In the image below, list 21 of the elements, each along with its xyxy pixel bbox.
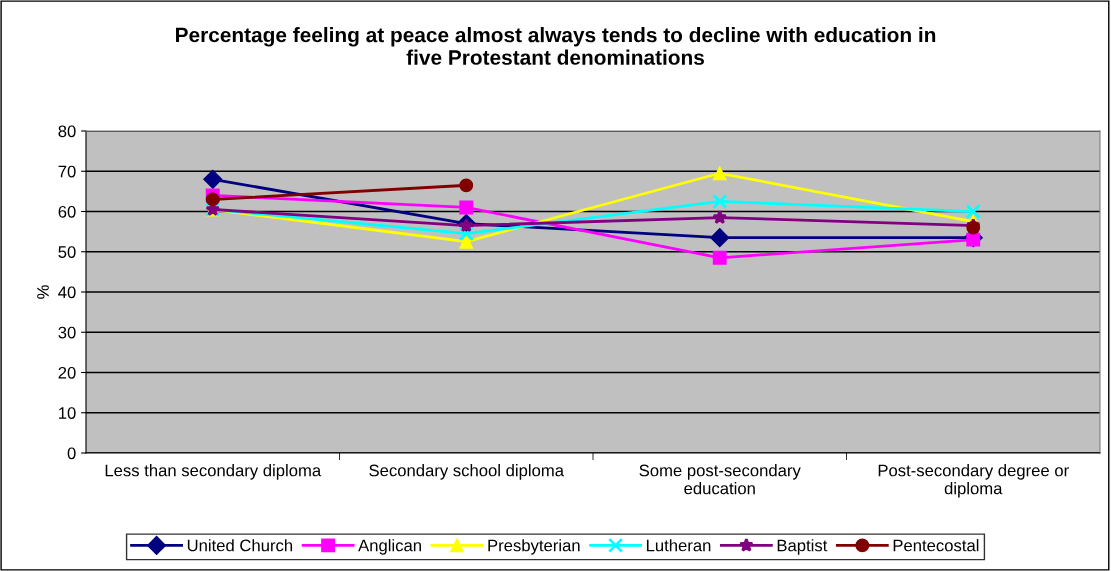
legend-label: Baptist <box>777 539 828 555</box>
legend-label: Presbyterian <box>488 539 580 555</box>
chart-title: Percentage feeling at peace almost always tends to decline with education in five Protestant denominations <box>176 27 936 65</box>
legend-label: Pentecostal <box>893 539 979 552</box>
x-tick-label: Secondary school diploma <box>369 464 564 480</box>
y-axis-title: % <box>37 285 49 299</box>
x-tick-label: Some post-secondary education <box>639 464 801 495</box>
legend-label: Lutheran <box>646 539 711 552</box>
y-tick-label: 70 <box>58 165 76 178</box>
x-tick-label: Less than secondary diploma <box>105 464 322 480</box>
y-tick-label: 20 <box>58 366 76 379</box>
y-tick-label: 30 <box>58 326 76 339</box>
legend-label: United Church <box>187 539 293 552</box>
y-tick-label: 80 <box>58 125 76 138</box>
y-tick-label: 10 <box>59 407 76 419</box>
y-tick-label: 0 <box>67 447 76 460</box>
y-tick-label: 60 <box>58 205 76 218</box>
y-tick-label: 40 <box>58 286 76 299</box>
y-tick-label: 50 <box>58 246 76 258</box>
x-tick-label: Post-secondary degree or diploma <box>878 464 1069 498</box>
legend-label: Anglican <box>358 539 421 555</box>
